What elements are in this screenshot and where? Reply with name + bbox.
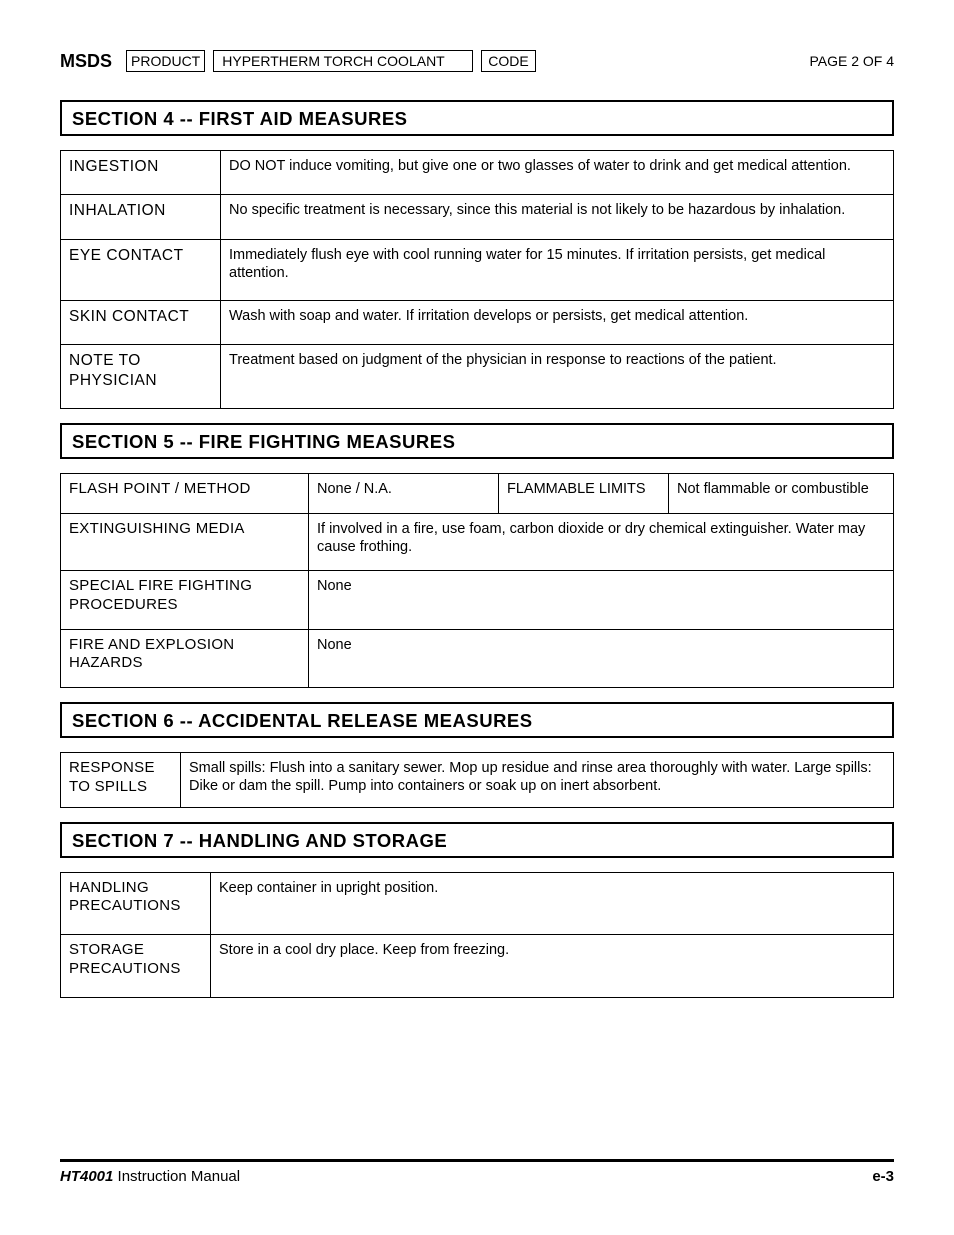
row-label: RESPONSE TO SPILLS — [61, 753, 181, 808]
row-label: EYE CONTACT — [61, 239, 221, 300]
section-7-title: SECTION 7 -- HANDLING AND STORAGE — [60, 822, 894, 858]
cell: Not flammable or combustible — [669, 474, 894, 514]
row-text: Keep container in upright position. — [211, 872, 894, 935]
row-label: FIRE AND EXPLOSION HAZARDS — [61, 629, 309, 688]
table-row: STORAGE PRECAUTIONS Store in a cool dry … — [61, 935, 894, 998]
footer-rule — [60, 1159, 894, 1162]
section-6-title: SECTION 6 -- ACCIDENTAL RELEASE MEASURES — [60, 702, 894, 738]
page-indicator: PAGE 2 OF 4 — [809, 53, 894, 69]
product-name: HYPERTHERM TORCH COOLANT — [213, 50, 473, 72]
row-text: Treatment based on judgment of the physi… — [221, 345, 894, 409]
handling-table: HANDLING PRECAUTIONS Keep container in u… — [60, 872, 894, 998]
row-text: None — [309, 571, 894, 630]
footer-row: HT4001 Instruction Manual e-3 — [60, 1168, 894, 1185]
table-row: NOTE TO PHYSICIAN Treatment based on jud… — [61, 345, 894, 409]
row-text: Small spills: Flush into a sanitary sewe… — [181, 753, 894, 808]
doc-header: MSDS PRODUCT HYPERTHERM TORCH COOLANT CO… — [60, 50, 894, 72]
table-row: FIRE AND EXPLOSION HAZARDS None — [61, 629, 894, 688]
code-label: CODE — [481, 50, 535, 72]
row-text: Immediately flush eye with cool running … — [221, 239, 894, 300]
product-label: PRODUCT — [126, 50, 205, 72]
row-text: Store in a cool dry place. Keep from fre… — [211, 935, 894, 998]
row-label: SKIN CONTACT — [61, 301, 221, 345]
row-text: If involved in a fire, use foam, carbon … — [309, 513, 894, 570]
section-4-title: SECTION 4 -- FIRST AID MEASURES — [60, 100, 894, 136]
footer-left: HT4001 Instruction Manual — [60, 1168, 240, 1185]
row-text: DO NOT induce vomiting, but give one or … — [221, 151, 894, 195]
row-text: None — [309, 629, 894, 688]
table-row: RESPONSE TO SPILLS Small spills: Flush i… — [61, 753, 894, 808]
table-row: FLASH POINT / METHOD None / N.A. FLAMMAB… — [61, 474, 894, 514]
row-label: STORAGE PRECAUTIONS — [61, 935, 211, 998]
footer-page-num: e-3 — [872, 1168, 894, 1185]
cell: None / N.A. — [309, 474, 499, 514]
row-text: Wash with soap and water. If irritation … — [221, 301, 894, 345]
table-row: EXTINGUISHING MEDIA If involved in a fir… — [61, 513, 894, 570]
page: MSDS PRODUCT HYPERTHERM TORCH COOLANT CO… — [0, 0, 954, 1235]
table-row: INHALATION No specific treatment is nece… — [61, 195, 894, 239]
cell: FLAMMABLE LIMITS — [499, 474, 669, 514]
msds-label: MSDS — [60, 51, 112, 72]
table-row: INGESTION DO NOT induce vomiting, but gi… — [61, 151, 894, 195]
section-5-title: SECTION 5 -- FIRE FIGHTING MEASURES — [60, 423, 894, 459]
row-text: No specific treatment is necessary, sinc… — [221, 195, 894, 239]
table-row: HANDLING PRECAUTIONS Keep container in u… — [61, 872, 894, 935]
row-label: SPECIAL FIRE FIGHTING PROCEDURES — [61, 571, 309, 630]
row-label: EXTINGUISHING MEDIA — [61, 513, 309, 570]
first-aid-table: INGESTION DO NOT induce vomiting, but gi… — [60, 150, 894, 409]
table-row: SPECIAL FIRE FIGHTING PROCEDURES None — [61, 571, 894, 630]
row-label: INGESTION — [61, 151, 221, 195]
footer-rest: Instruction Manual — [113, 1168, 240, 1185]
row-label: NOTE TO PHYSICIAN — [61, 345, 221, 409]
spill-table: RESPONSE TO SPILLS Small spills: Flush i… — [60, 752, 894, 808]
page-footer: HT4001 Instruction Manual e-3 — [60, 1159, 894, 1185]
table-row: SKIN CONTACT Wash with soap and water. I… — [61, 301, 894, 345]
row-label: INHALATION — [61, 195, 221, 239]
row-label: HANDLING PRECAUTIONS — [61, 872, 211, 935]
fire-table: FLASH POINT / METHOD None / N.A. FLAMMAB… — [60, 473, 894, 688]
cell: FLASH POINT / METHOD — [61, 474, 309, 514]
code-value — [544, 61, 644, 62]
footer-model: HT4001 — [60, 1168, 113, 1185]
table-row: EYE CONTACT Immediately flush eye with c… — [61, 239, 894, 300]
